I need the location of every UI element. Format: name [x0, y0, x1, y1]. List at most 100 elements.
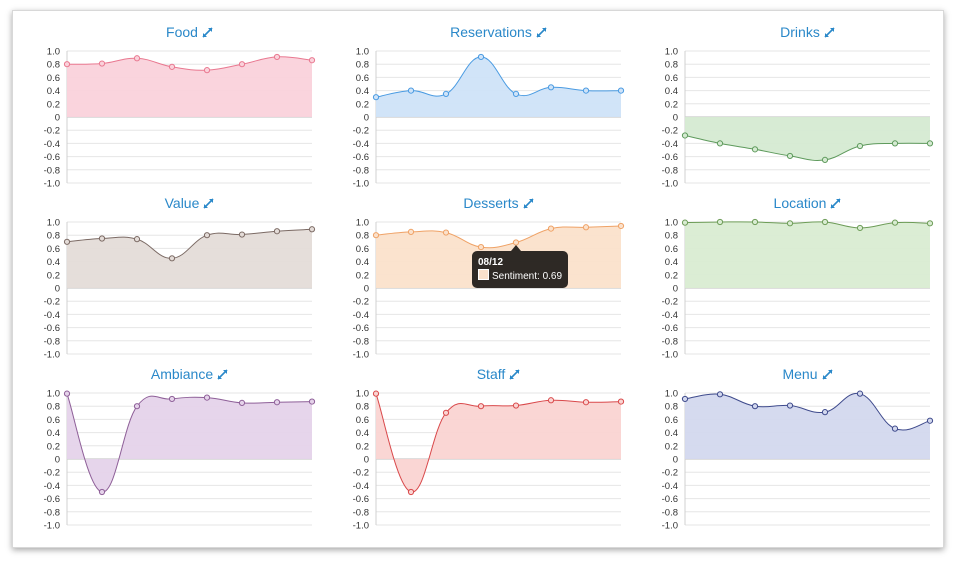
data-point[interactable] — [203, 67, 211, 74]
data-point[interactable] — [751, 403, 759, 410]
data-point[interactable] — [407, 87, 415, 94]
data-point[interactable] — [98, 60, 106, 67]
data-point[interactable] — [716, 140, 724, 147]
chart-title-desserts[interactable]: Desserts — [399, 195, 599, 212]
data-point[interactable] — [308, 57, 316, 64]
y-tick-label: -0.6 — [44, 152, 60, 163]
data-point[interactable] — [238, 399, 246, 406]
data-point[interactable] — [821, 218, 829, 226]
data-point[interactable] — [407, 228, 415, 235]
data-point[interactable] — [926, 140, 934, 147]
data-point[interactable] — [617, 222, 625, 230]
data-point[interactable] — [617, 398, 625, 405]
data-point[interactable] — [273, 228, 281, 235]
chart-title-value[interactable]: Value — [90, 195, 290, 212]
data-point[interactable] — [63, 61, 71, 68]
data-point[interactable] — [926, 220, 934, 227]
data-point[interactable] — [821, 409, 829, 416]
data-point[interactable] — [133, 403, 141, 410]
data-point[interactable] — [582, 224, 590, 231]
expand-icon[interactable] — [536, 25, 547, 41]
data-point[interactable] — [372, 232, 380, 239]
chart-title-drinks[interactable]: Drinks — [708, 24, 908, 41]
data-point[interactable] — [442, 409, 450, 416]
data-point[interactable] — [273, 399, 281, 406]
data-point[interactable] — [681, 219, 689, 226]
expand-icon[interactable] — [203, 196, 214, 212]
data-point[interactable] — [308, 398, 316, 405]
chart-tooltip: 08/12 Sentiment: 0.69 — [472, 251, 569, 289]
chart-title-ambiance[interactable]: Ambiance — [90, 366, 290, 383]
series-area — [685, 393, 930, 459]
data-point[interactable] — [512, 239, 520, 246]
data-point[interactable] — [681, 132, 689, 139]
data-point[interactable] — [512, 402, 520, 409]
data-point[interactable] — [63, 238, 71, 245]
data-point[interactable] — [477, 403, 485, 410]
data-point[interactable] — [203, 232, 211, 239]
data-point[interactable] — [477, 53, 485, 61]
data-point[interactable] — [407, 488, 415, 496]
data-point[interactable] — [512, 90, 520, 98]
data-point[interactable] — [547, 397, 555, 404]
data-point[interactable] — [442, 229, 450, 236]
data-point[interactable] — [273, 53, 281, 61]
y-tick-label: -0.4 — [662, 310, 678, 321]
data-point[interactable] — [98, 488, 106, 496]
y-tick-label: 0.8 — [47, 60, 60, 71]
y-tick-label: -0.4 — [44, 139, 60, 150]
data-point[interactable] — [203, 394, 211, 401]
data-point[interactable] — [372, 94, 380, 101]
data-point[interactable] — [751, 218, 759, 226]
data-point[interactable] — [582, 399, 590, 406]
expand-icon[interactable] — [824, 25, 835, 41]
data-point[interactable] — [238, 61, 246, 68]
data-point[interactable] — [891, 425, 899, 432]
data-point[interactable] — [821, 156, 829, 163]
data-point[interactable] — [98, 235, 106, 242]
data-point[interactable] — [168, 255, 176, 262]
y-tick-label: 0.6 — [665, 73, 678, 84]
data-point[interactable] — [133, 55, 141, 62]
expand-icon[interactable] — [523, 196, 534, 212]
data-point[interactable] — [681, 395, 689, 403]
chart-title-location[interactable]: Location — [708, 195, 908, 212]
data-point[interactable] — [716, 391, 724, 398]
y-tick-label: 0.2 — [47, 99, 60, 110]
data-point[interactable] — [63, 390, 71, 397]
data-point[interactable] — [308, 226, 316, 233]
data-point[interactable] — [547, 84, 555, 91]
data-point[interactable] — [786, 152, 794, 160]
series-area — [376, 56, 621, 117]
data-point[interactable] — [168, 63, 176, 70]
data-point[interactable] — [372, 390, 380, 397]
data-point[interactable] — [442, 90, 450, 98]
data-point[interactable] — [617, 87, 625, 94]
data-point[interactable] — [477, 243, 485, 251]
expand-icon[interactable] — [202, 25, 213, 41]
chart-title-menu[interactable]: Menu — [708, 366, 908, 383]
expand-icon[interactable] — [217, 367, 228, 383]
series-line — [684, 221, 931, 229]
expand-icon[interactable] — [821, 367, 833, 383]
data-point[interactable] — [856, 390, 864, 397]
data-point[interactable] — [786, 402, 794, 409]
data-point[interactable] — [168, 395, 176, 403]
chart-title-food[interactable]: Food — [90, 24, 290, 41]
data-point[interactable] — [856, 142, 864, 150]
chart-title-staff[interactable]: Staff — [399, 366, 599, 383]
data-point[interactable] — [926, 417, 934, 424]
chart-title-reservations[interactable]: Reservations — [399, 24, 599, 41]
data-point[interactable] — [856, 224, 864, 232]
data-point[interactable] — [891, 219, 899, 226]
data-point[interactable] — [547, 225, 555, 232]
data-point[interactable] — [133, 236, 141, 243]
data-point[interactable] — [238, 231, 246, 238]
expand-icon[interactable] — [830, 196, 842, 212]
data-point[interactable] — [751, 146, 759, 153]
data-point[interactable] — [891, 140, 899, 147]
expand-icon[interactable] — [509, 367, 520, 383]
data-point[interactable] — [716, 218, 724, 226]
data-point[interactable] — [786, 220, 794, 227]
data-point[interactable] — [582, 87, 590, 94]
